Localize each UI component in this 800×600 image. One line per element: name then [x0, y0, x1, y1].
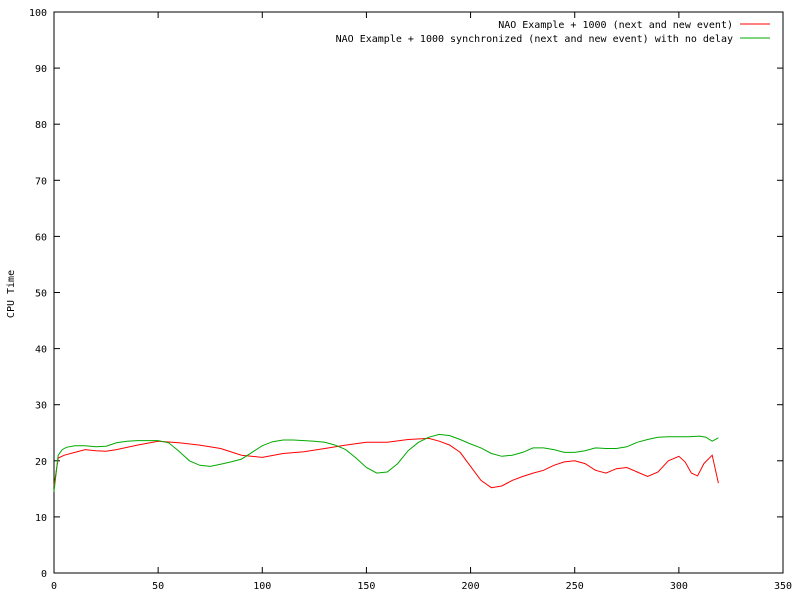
axes: 0 50 100 150 200 250 300 350 0 10 20 30 40 50 60 70 80 90…	[29, 8, 792, 592]
series-group	[53, 433, 719, 492]
x-tick-label: 0	[51, 581, 57, 592]
x-tick-label: 350	[774, 581, 792, 592]
x-tick-label: 150	[357, 581, 375, 592]
y-axis-label: CPU Time	[6, 270, 17, 318]
y-tick-label: 60	[35, 232, 47, 243]
legend: NAO Example + 1000 (next and new event) N…	[336, 20, 770, 45]
y-tick-label: 50	[35, 289, 47, 300]
legend-label-1: NAO Example + 1000 (next and new event)	[498, 20, 733, 31]
y-tick-label: 10	[35, 513, 47, 524]
y-tick-label: 100	[29, 8, 47, 19]
series-1-line	[53, 437, 719, 489]
series-2-line	[53, 433, 719, 492]
y-tick-label: 80	[35, 120, 47, 131]
x-tick-label: 50	[152, 581, 164, 592]
y-tick-label: 30	[35, 401, 47, 412]
y-tick-label: 20	[35, 457, 47, 468]
y-tick-label: 40	[35, 345, 47, 356]
x-tick-label: 100	[253, 581, 271, 592]
legend-label-2: NAO Example + 1000 synchronized (next an…	[336, 34, 733, 45]
y-tick-label: 70	[35, 176, 47, 187]
x-tick-label: 200	[462, 581, 480, 592]
y-tick-label: 90	[35, 64, 47, 75]
y-tick-label: 0	[41, 569, 47, 580]
x-tick-label: 250	[566, 581, 584, 592]
x-tick-label: 300	[670, 581, 688, 592]
plot-frame	[53, 11, 784, 574]
